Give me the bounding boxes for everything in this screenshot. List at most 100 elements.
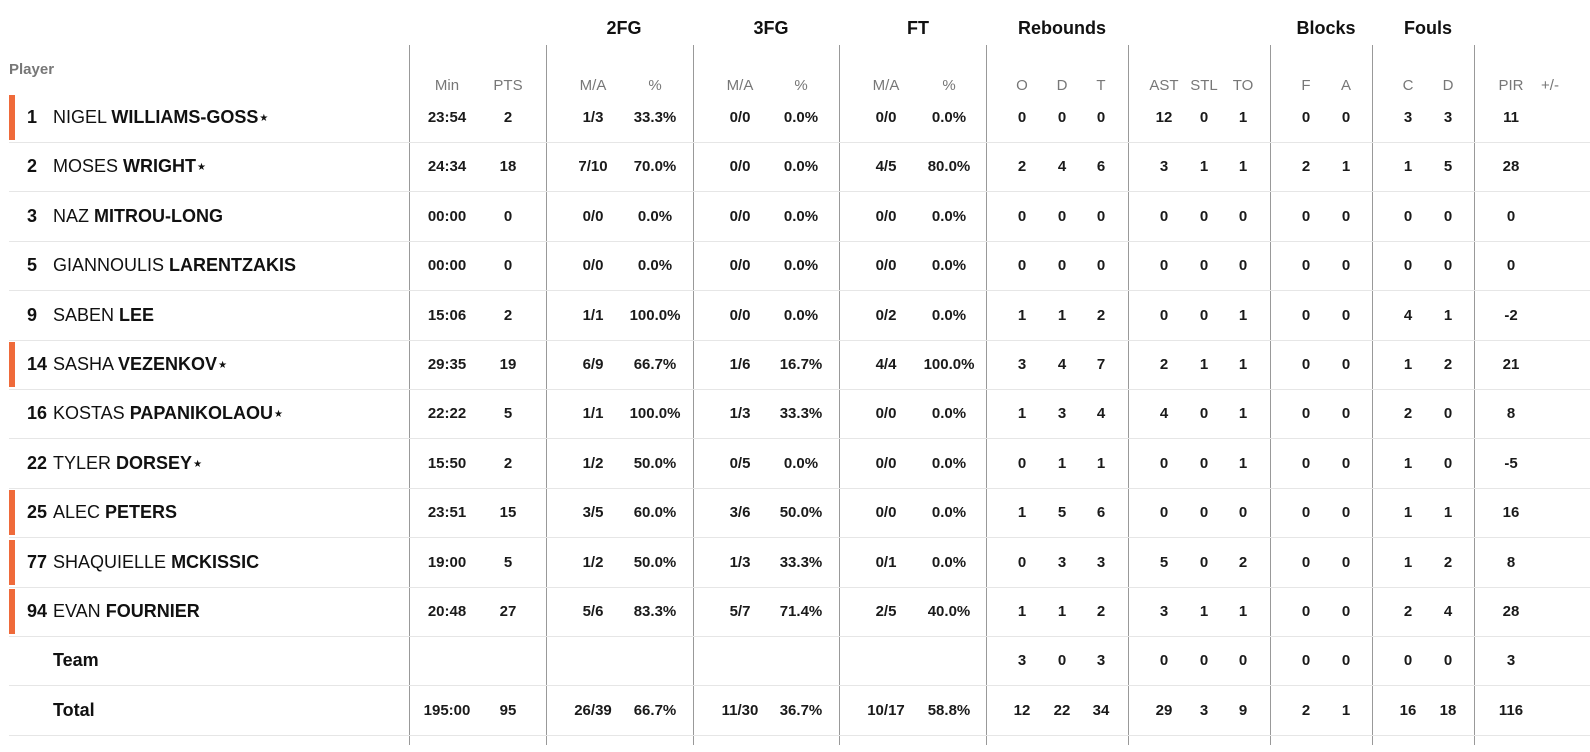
stat-reb-d: 5 — [1057, 504, 1067, 522]
column-header-ft-ma[interactable]: M/A — [872, 77, 900, 94]
row-label: Total — [53, 699, 95, 720]
player-name[interactable]: 5 GIANNOULIS LARENTZAKIS — [27, 255, 296, 276]
player-name[interactable]: 3 NAZ MITROU-LONG — [27, 206, 223, 227]
stat-ast: 29 — [1155, 701, 1173, 719]
player-number: 77 — [27, 551, 48, 572]
stat-stl: 0 — [1199, 504, 1209, 522]
player-first-name: ALEC — [53, 502, 101, 523]
column-header-blk-f[interactable]: F — [1301, 77, 1311, 94]
column-header-stl[interactable]: STL — [1190, 77, 1218, 94]
column-header-reb-o[interactable]: O — [1016, 77, 1028, 94]
stat-reb-d: 0 — [1057, 652, 1067, 670]
stat-3fg-ma: 0/0 — [729, 158, 751, 176]
stat-to: 0 — [1238, 504, 1248, 522]
stat-3fg-ma: 0/5 — [729, 454, 751, 472]
stat-pts: 15 — [499, 504, 517, 522]
column-header-pts[interactable]: PTS — [493, 77, 523, 94]
table-row: 16 KOSTAS PAPANIKOLAOU★ 22:22 5 1/1 100.0% 1/3… — [9, 389, 1590, 440]
player-name[interactable]: 94 EVAN FOURNIER — [27, 601, 200, 622]
stat-reb-t: 0 — [1096, 109, 1106, 126]
stat-reb-o: 2 — [1017, 158, 1027, 176]
column-header-ast[interactable]: AST — [1149, 77, 1179, 94]
stat-ast: 2 — [1159, 356, 1169, 373]
stat-blk-a: 1 — [1341, 701, 1351, 719]
stat-3fg-pct: 0.0% — [783, 158, 819, 176]
player-name[interactable]: 25 ALEC PETERS — [27, 502, 177, 523]
stat-blk-f: 0 — [1301, 553, 1311, 571]
stat-foul-d: 2 — [1443, 356, 1453, 373]
starter-star-icon: ★ — [259, 112, 269, 124]
stat-to: 1 — [1238, 405, 1248, 423]
player-last-name: DORSEY — [116, 452, 193, 473]
stat-pir: 28 — [1502, 603, 1520, 620]
starter-star-icon: ★ — [197, 162, 206, 174]
stat-ast: 0 — [1159, 207, 1169, 225]
stat-to: 0 — [1238, 652, 1248, 670]
stat-2fg-ma: 26/39 — [574, 701, 612, 719]
column-header-reb-d[interactable]: D — [1056, 77, 1068, 94]
stat-stl: 1 — [1199, 603, 1209, 620]
stat-reb-d: 0 — [1057, 207, 1067, 225]
player-name[interactable]: 2 MOSES WRIGHT★ — [27, 156, 206, 177]
stat-pts: 2 — [503, 454, 513, 472]
player-number: 5 — [27, 255, 38, 276]
stat-blk-f: 2 — [1301, 158, 1311, 176]
stat-pts: 5 — [503, 405, 513, 423]
column-header-to[interactable]: TO — [1232, 77, 1254, 94]
column-header-plus-minus[interactable]: +/- — [1541, 77, 1559, 94]
column-header-2fg-pct[interactable]: % — [648, 77, 662, 94]
stat-2fg-pct: 100.0% — [629, 306, 681, 324]
table-row: 22 TYLER DORSEY★ 15:50 2 1/2 50.0% 0/5 0.0% 0/0 0… — [9, 439, 1590, 489]
column-header-3fg-ma[interactable]: M/A — [726, 77, 754, 94]
player-first-name: SASHA — [53, 354, 114, 374]
player-name[interactable]: 16 KOSTAS PAPANIKOLAOU★ — [27, 403, 283, 424]
stat-2fg-ma: 6/9 — [582, 356, 604, 373]
stat-pir: 116 — [1498, 701, 1524, 719]
stat-blk-a: 0 — [1341, 306, 1351, 324]
row-separator — [9, 685, 1590, 687]
stat-ast: 12 — [1155, 109, 1173, 126]
column-header-2fg-ma[interactable]: M/A — [579, 77, 607, 94]
stat-foul-d: 4 — [1443, 603, 1453, 620]
stat-min: 22:22 — [427, 405, 467, 423]
player-number: 22 — [27, 452, 48, 473]
stat-3fg-ma: 0/0 — [729, 207, 751, 225]
stat-blk-f: 0 — [1301, 306, 1311, 324]
stat-foul-c: 1 — [1403, 158, 1413, 176]
stat-pir: 8 — [1506, 405, 1516, 423]
column-divider — [1372, 45, 1373, 745]
column-divider — [546, 45, 547, 745]
player-first-name: TYLER — [53, 452, 112, 473]
stat-2fg-ma: 1/2 — [582, 553, 604, 571]
stat-3fg-pct: 33.3% — [779, 405, 823, 423]
stat-min: 19:00 — [427, 553, 467, 571]
column-header-3fg-pct[interactable]: % — [794, 77, 808, 94]
stat-reb-d: 1 — [1057, 306, 1067, 324]
stat-pts: 95 — [499, 701, 517, 719]
stat-stl: 3 — [1199, 701, 1209, 719]
stat-ft-pct: 0.0% — [931, 553, 967, 571]
column-header-pir[interactable]: PIR — [1498, 77, 1524, 94]
column-divider — [693, 45, 694, 745]
table-row: 5 GIANNOULIS LARENTZAKIS 00:00 0 0/0 0.0% 0/0 0… — [9, 241, 1590, 292]
stat-reb-d: 4 — [1057, 356, 1067, 373]
player-name[interactable]: 9 SABEN LEE — [27, 305, 154, 326]
stat-ft-ma: 0/2 — [875, 306, 897, 324]
column-header-ft-pct[interactable]: % — [942, 77, 956, 94]
stat-pir: 8 — [1506, 553, 1516, 571]
stat-stl: 0 — [1199, 454, 1209, 472]
player-name[interactable]: 22 TYLER DORSEY★ — [27, 453, 202, 474]
column-header-reb-t[interactable]: T — [1096, 77, 1106, 94]
column-header-foul-c[interactable]: C — [1402, 77, 1414, 94]
column-header-blk-a[interactable]: A — [1340, 77, 1352, 94]
stat-pts: 2 — [503, 306, 513, 324]
column-header-min[interactable]: Min — [434, 77, 460, 94]
player-name[interactable]: 77 SHAQUIELLE MCKISSIC — [27, 552, 259, 573]
player-name[interactable]: 1 NIGEL WILLIAMS-GOSS★ — [27, 107, 268, 128]
column-header-foul-d[interactable]: D — [1442, 77, 1454, 94]
stat-pir: 28 — [1502, 158, 1520, 176]
player-name[interactable]: 14 SASHA VEZENKOV★ — [27, 354, 227, 375]
player-name: Team — [27, 650, 99, 671]
player-last-name: WILLIAMS-GOSS — [111, 107, 259, 127]
starter-star-icon: ★ — [274, 409, 284, 421]
